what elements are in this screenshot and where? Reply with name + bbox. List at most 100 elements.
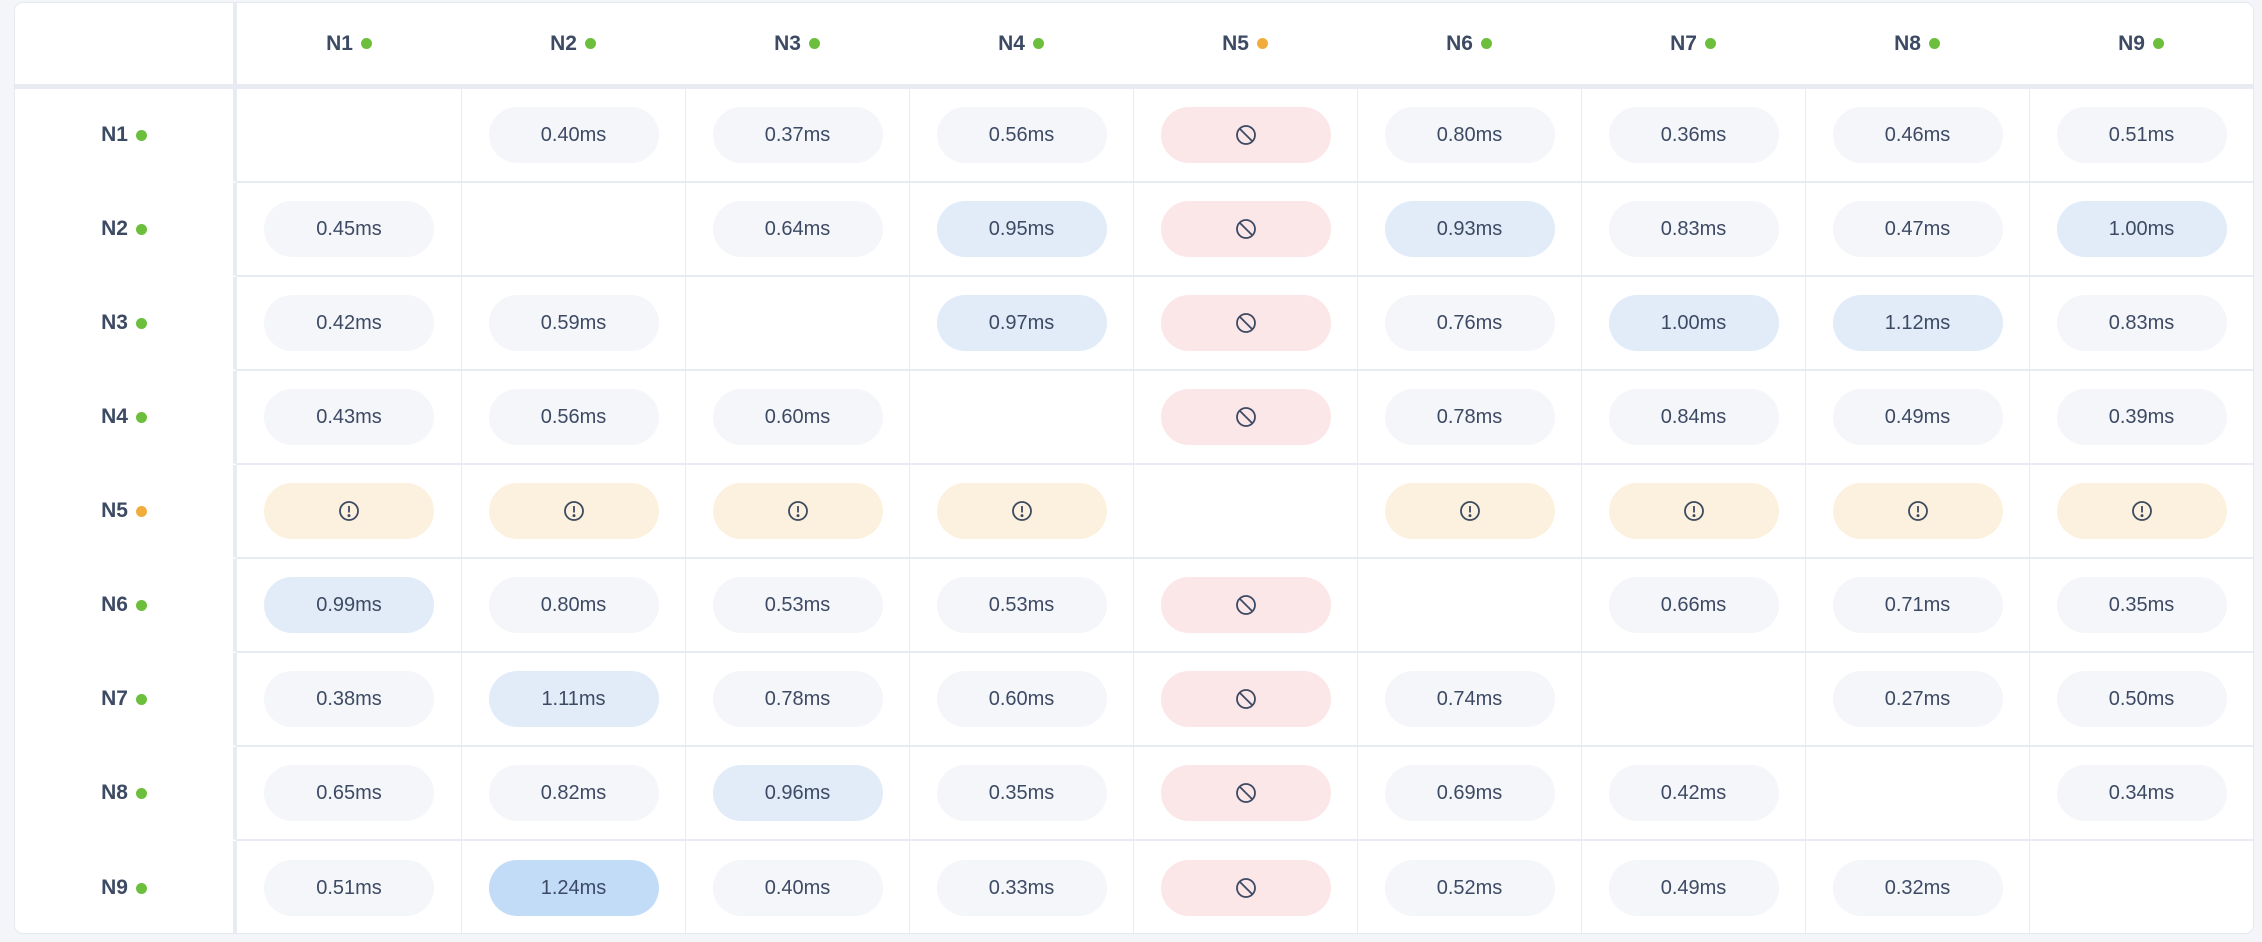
row-header-label: N3 (101, 311, 128, 334)
latency-pill[interactable]: 0.53ms (936, 577, 1107, 633)
status-pill-blocked[interactable] (1160, 765, 1331, 821)
latency-pill[interactable]: 0.80ms (488, 577, 659, 633)
latency-pill[interactable]: 0.51ms (2056, 107, 2227, 163)
latency-pill[interactable]: 0.74ms (1384, 671, 1555, 727)
status-pill-blocked[interactable] (1160, 107, 1331, 163)
latency-pill[interactable]: 0.53ms (712, 577, 883, 633)
latency-pill[interactable]: 0.82ms (488, 765, 659, 821)
status-pill-warning[interactable] (936, 483, 1107, 539)
latency-pill[interactable]: 0.65ms (264, 765, 434, 821)
column-header-n2: N2 (461, 3, 685, 89)
matrix-cell (1805, 465, 2029, 559)
matrix-cell (909, 465, 1133, 559)
latency-pill[interactable]: 0.66ms (1608, 577, 1779, 633)
matrix-cell: 0.43ms (237, 371, 461, 465)
matrix-cell (1133, 89, 1357, 183)
latency-pill[interactable]: 0.45ms (264, 201, 434, 257)
latency-pill[interactable]: 0.99ms (264, 577, 434, 633)
matrix-cell: 0.80ms (461, 559, 685, 653)
latency-pill[interactable]: 0.35ms (936, 765, 1107, 821)
status-pill-warning[interactable] (712, 483, 883, 539)
latency-pill[interactable]: 0.49ms (1832, 389, 2003, 445)
latency-pill[interactable]: 0.40ms (488, 107, 659, 163)
latency-pill[interactable]: 0.42ms (1608, 765, 1779, 821)
latency-pill[interactable]: 0.52ms (1384, 860, 1555, 916)
matrix-cell: 1.00ms (1581, 277, 1805, 371)
latency-pill[interactable]: 0.84ms (1608, 389, 1779, 445)
matrix-cell: 0.32ms (1805, 841, 2029, 933)
matrix-cell: 0.64ms (685, 183, 909, 277)
latency-pill[interactable]: 0.43ms (264, 389, 434, 445)
latency-pill[interactable]: 0.42ms (264, 295, 434, 351)
status-pill-warning[interactable] (1832, 483, 2003, 539)
matrix-cell (1581, 465, 1805, 559)
latency-pill[interactable]: 0.83ms (1608, 201, 1779, 257)
matrix-cell: 0.97ms (909, 277, 1133, 371)
column-header-label: N2 (550, 31, 577, 55)
matrix-cell: 0.38ms (237, 653, 461, 747)
status-dot-healthy (584, 38, 596, 49)
status-pill-blocked[interactable] (1160, 860, 1331, 916)
status-pill-blocked[interactable] (1160, 389, 1331, 445)
ban-icon (1234, 123, 1258, 147)
latency-pill[interactable]: 1.00ms (1608, 295, 1779, 351)
latency-pill[interactable]: 1.11ms (488, 671, 659, 727)
latency-pill[interactable]: 0.97ms (936, 295, 1107, 351)
status-pill-blocked[interactable] (1160, 577, 1331, 633)
latency-pill[interactable]: 0.47ms (1832, 201, 2003, 257)
matrix-cell-self (685, 277, 909, 371)
latency-pill[interactable]: 0.59ms (488, 295, 659, 351)
latency-pill[interactable]: 0.78ms (712, 671, 883, 727)
latency-pill[interactable]: 0.56ms (488, 389, 659, 445)
latency-pill[interactable]: 0.83ms (2056, 295, 2227, 351)
column-header-n3: N3 (685, 3, 909, 89)
latency-pill[interactable]: 1.12ms (1832, 295, 2003, 351)
status-pill-blocked[interactable] (1160, 295, 1331, 351)
latency-pill[interactable]: 1.24ms (488, 860, 659, 916)
status-pill-warning[interactable] (488, 483, 659, 539)
latency-pill[interactable]: 0.50ms (2056, 671, 2227, 727)
latency-pill[interactable]: 0.60ms (936, 671, 1107, 727)
status-pill-warning[interactable] (264, 483, 434, 539)
latency-pill[interactable]: 0.46ms (1832, 107, 2003, 163)
latency-pill[interactable]: 0.36ms (1608, 107, 1779, 163)
latency-pill[interactable]: 0.49ms (1608, 860, 1779, 916)
latency-pill[interactable]: 0.35ms (2056, 577, 2227, 633)
matrix-cell (1133, 747, 1357, 841)
latency-pill[interactable]: 0.80ms (1384, 107, 1555, 163)
status-pill-blocked[interactable] (1160, 671, 1331, 727)
latency-pill[interactable]: 0.27ms (1832, 671, 2003, 727)
latency-pill[interactable]: 0.96ms (712, 765, 883, 821)
latency-pill[interactable]: 0.39ms (2056, 389, 2227, 445)
alert-circle-icon (337, 499, 361, 523)
latency-pill[interactable]: 0.38ms (264, 671, 434, 727)
latency-pill[interactable]: 1.00ms (2056, 201, 2227, 257)
status-pill-warning[interactable] (1608, 483, 1779, 539)
latency-pill[interactable]: 0.37ms (712, 107, 883, 163)
latency-pill[interactable]: 0.76ms (1384, 295, 1555, 351)
matrix-cell: 0.60ms (685, 371, 909, 465)
latency-pill[interactable]: 0.60ms (712, 389, 883, 445)
latency-pill[interactable]: 0.56ms (936, 107, 1107, 163)
latency-pill[interactable]: 0.33ms (936, 860, 1107, 916)
matrix-cell: 0.95ms (909, 183, 1133, 277)
matrix-cell (1133, 841, 1357, 933)
latency-pill[interactable]: 0.78ms (1384, 389, 1555, 445)
latency-pill[interactable]: 0.51ms (264, 860, 434, 916)
latency-pill[interactable]: 0.93ms (1384, 201, 1555, 257)
status-pill-blocked[interactable] (1160, 201, 1331, 257)
status-dot-healthy (1032, 38, 1044, 49)
latency-pill[interactable]: 0.40ms (712, 860, 883, 916)
status-pill-warning[interactable] (2056, 483, 2227, 539)
latency-pill[interactable]: 0.71ms (1832, 577, 2003, 633)
matrix-cell: 0.33ms (909, 841, 1133, 933)
status-pill-warning[interactable] (1384, 483, 1555, 539)
latency-pill[interactable]: 0.69ms (1384, 765, 1555, 821)
matrix-cell: 0.42ms (237, 277, 461, 371)
latency-pill[interactable]: 0.95ms (936, 201, 1107, 257)
matrix-cell-self (237, 89, 461, 183)
column-header-label: N6 (1446, 31, 1473, 55)
latency-pill[interactable]: 0.64ms (712, 201, 883, 257)
latency-pill[interactable]: 0.32ms (1832, 860, 2003, 916)
latency-pill[interactable]: 0.34ms (2056, 765, 2227, 821)
